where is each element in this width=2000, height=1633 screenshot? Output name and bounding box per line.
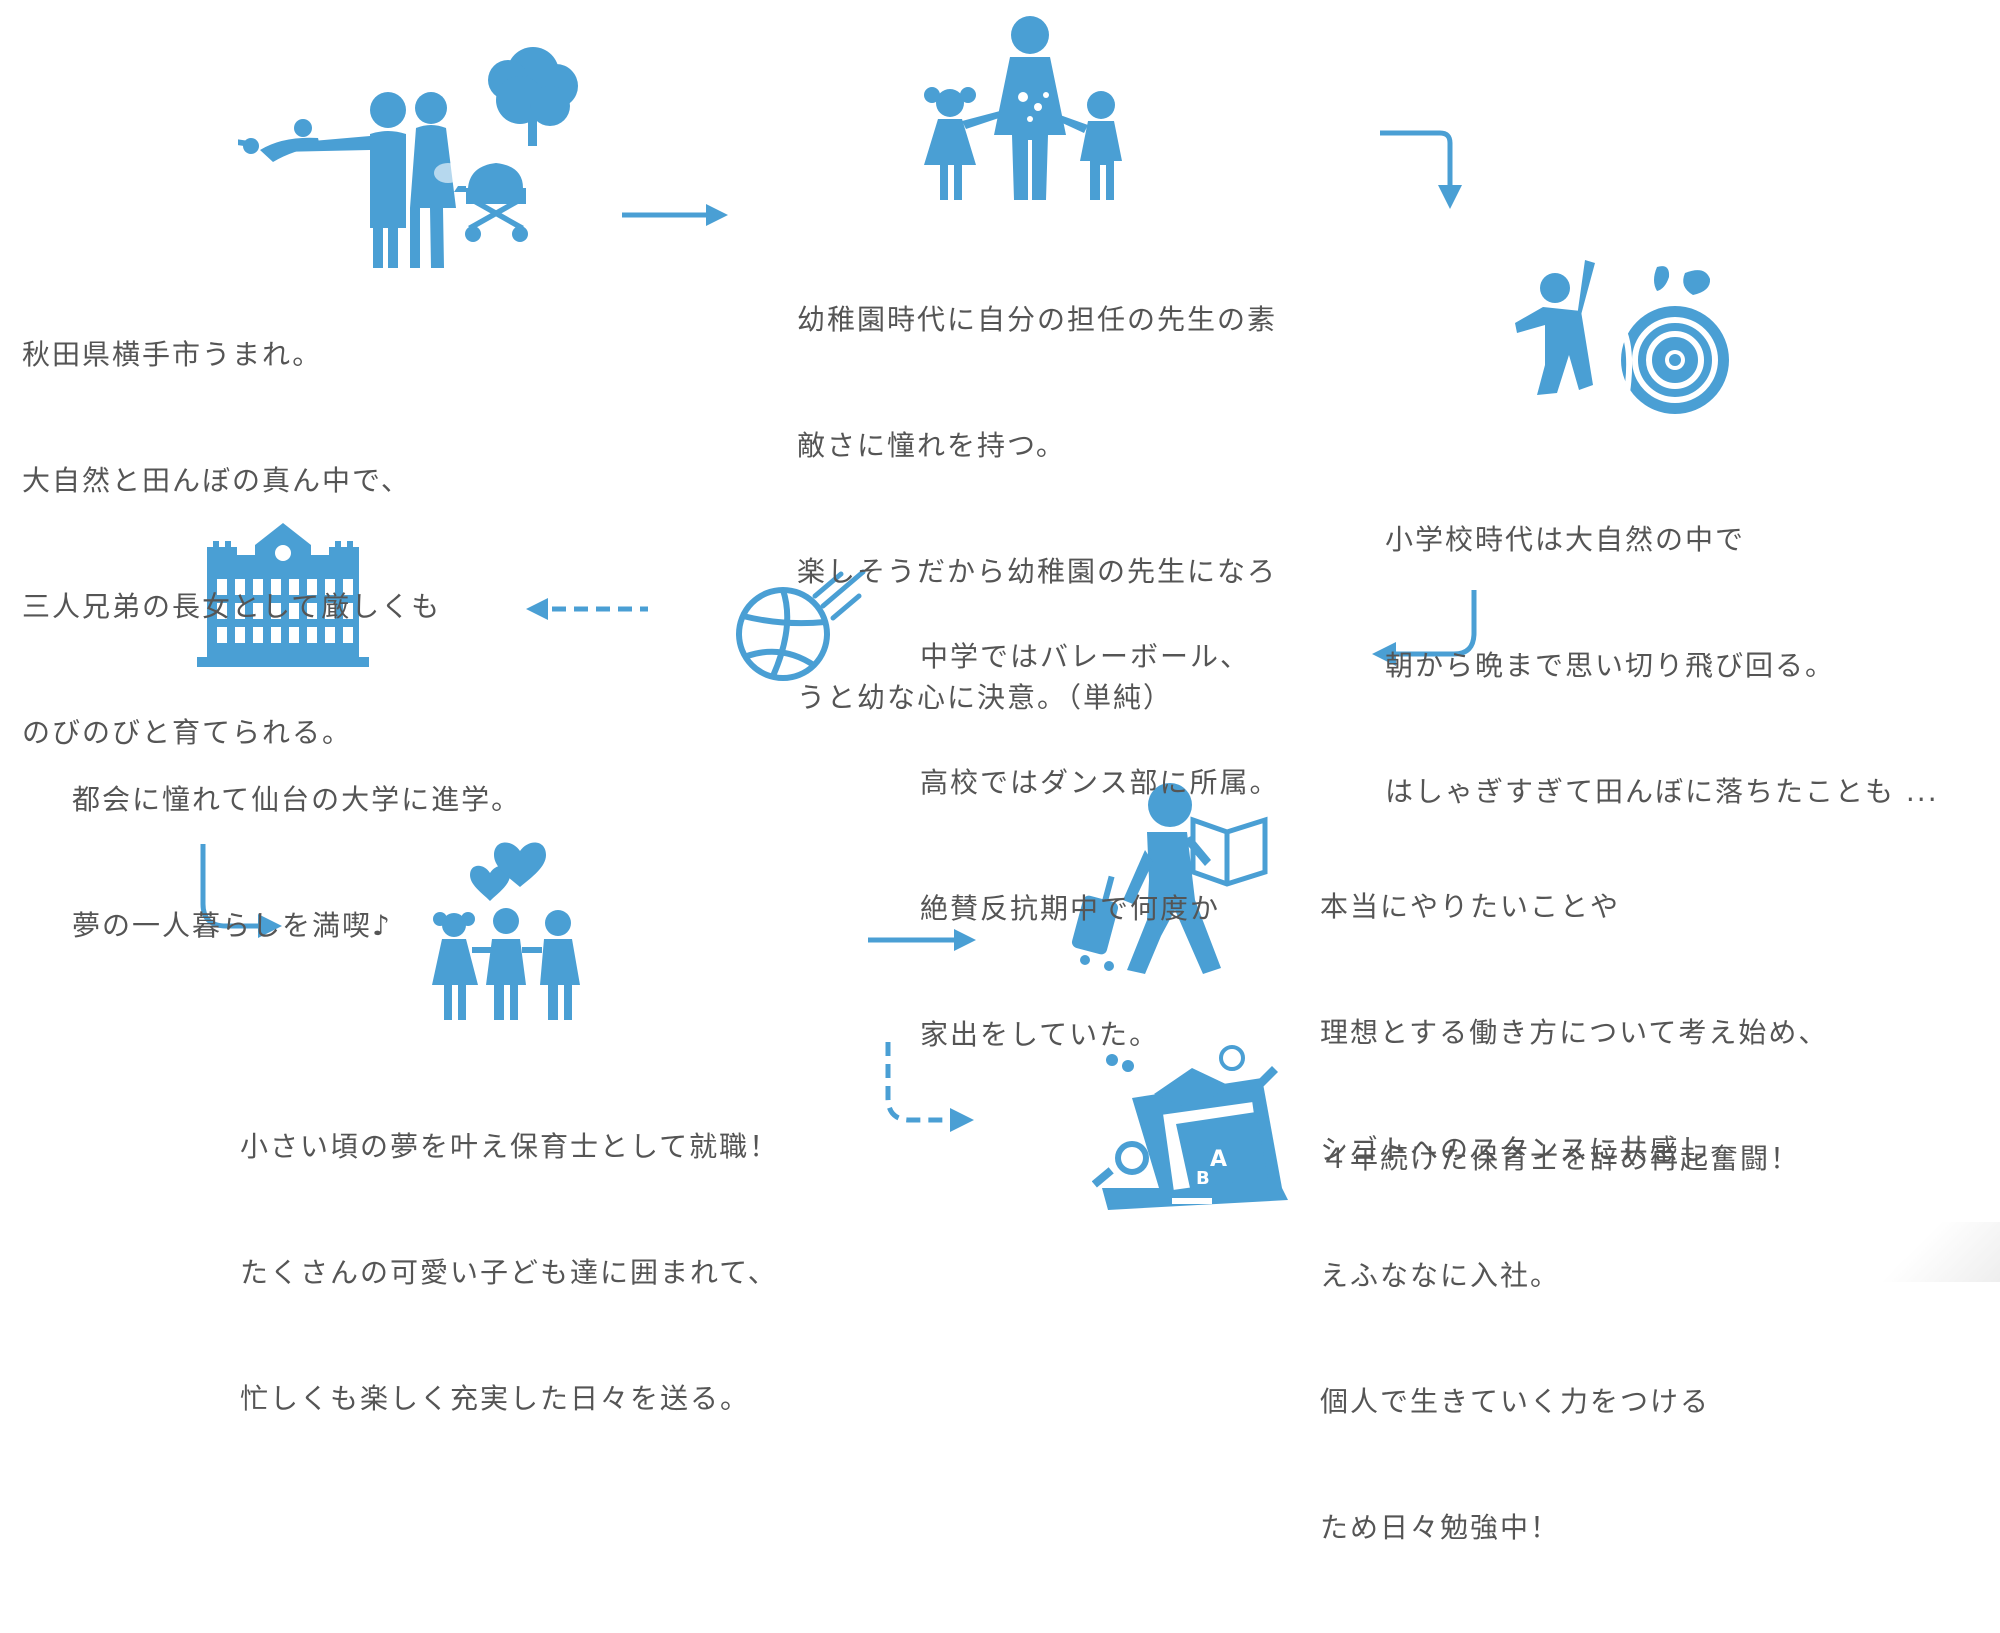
step-1-line: 大自然と田んぼの真ん中で、 <box>22 464 411 497</box>
university-building-icon <box>197 523 369 667</box>
arrow-step2-to-step3 <box>1380 130 1462 209</box>
volleyball-icon <box>736 569 866 681</box>
step-6-line: 忙しくも楽しく充実した日々を送る。 <box>240 1382 751 1415</box>
step-2-line: 敵さに憧れを持つ。 <box>797 429 1066 462</box>
arrow-step6-to-step8 <box>885 1042 974 1132</box>
step-4-line: 中学ではバレーボール、 <box>920 640 1251 673</box>
step-5-line: 都会に憧れて仙台の大学に進学。 <box>72 783 522 816</box>
svg-text:B: B <box>1196 1168 1210 1189</box>
child-playing-splash-icon <box>1515 260 1729 414</box>
step-4-text: 中学ではバレーボール、 高校ではダンス部に所属。 絶賛反抗期中で何度か 家出をし… <box>920 552 1279 1140</box>
step-5-text: 都会に憧れて仙台の大学に進学。 夢の一人暮らしを満喫♪ <box>72 695 521 1031</box>
step-3-line: はしゃぎすぎて田んぼに落ちたことも ... <box>1385 775 1939 808</box>
step-2-text: 幼稚園時代に自分の担任の先生の素 敵さに憧れを持つ。 楽しそうだから幼稚園の先生… <box>797 215 1277 803</box>
step-6-text: 小さい頃の夢を叶え保育士として就職！ たくさんの可愛い子ども達に囲まれて、 忙し… <box>240 1042 779 1504</box>
step-8-line: シゴトへのスタンスに共感し <box>1320 1133 1710 1166</box>
family-park-icon <box>238 47 578 268</box>
step-2-line: うと幼な心に決意。（単純） <box>797 681 1174 714</box>
step-7-line: 理想とする働き方について考え始め、 <box>1320 1016 1829 1049</box>
step-8-line: 個人で生きていく力をつける <box>1320 1385 1711 1418</box>
step-6-line: たくさんの可愛い子ども達に囲まれて、 <box>240 1256 778 1289</box>
arrow-step1-to-step2 <box>622 204 728 226</box>
step-4-line: 高校ではダンス部に所属。 <box>920 766 1280 799</box>
arrow-step4-to-step5 <box>526 598 648 620</box>
step-1-text: 秋田県横手市うまれ。 大自然と田んぼの真ん中で、 三人兄弟の長女として厳しくも … <box>22 250 441 838</box>
step-6-line: 小さい頃の夢を叶え保育士として就職！ <box>240 1130 780 1163</box>
laptop-learning-icon: A B <box>1092 1045 1288 1210</box>
page-corner-shade <box>1820 1222 2000 1282</box>
traveler-book-icon <box>1071 783 1268 974</box>
step-3-text: 小学校時代は大自然の中で 朝から晩まで思い切り飛び回る。 はしゃぎすぎて田んぼに… <box>1385 435 1939 897</box>
step-1-line: 三人兄弟の長女として厳しくも <box>22 590 442 623</box>
step-8-line: えふななに入社。 <box>1320 1259 1561 1292</box>
step-2-line: 幼稚園時代に自分の担任の先生の素 <box>797 303 1278 336</box>
children-hearts-icon <box>432 842 580 1020</box>
step-4-line: 絶賛反抗期中で何度か <box>920 892 1221 925</box>
arrow-step5-to-step6 <box>200 844 282 938</box>
career-timeline-diagram: A B 秋田県横手市うまれ。 大自然と田んぼの真ん中で、 三人兄弟の長女として厳… <box>22 16 2000 1544</box>
step-3-line: 朝から晩まで思い切り飛び回る。 <box>1385 649 1836 682</box>
step-1-line: のびのびと育てられる。 <box>22 716 353 749</box>
arrow-step3-to-step4 <box>1372 590 1477 666</box>
step-2-line: 楽しそうだから幼稚園の先生になろ <box>797 555 1278 588</box>
step-7-line: ４年続けた保育士を辞め再起奮闘！ <box>1320 1142 1801 1175</box>
step-3-line: 小学校時代は大自然の中で <box>1385 523 1746 556</box>
step-5-line: 夢の一人暮らしを満喫♪ <box>72 909 392 942</box>
step-1-line: 秋田県横手市うまれ。 <box>22 338 323 371</box>
step-7-line: 本当にやりたいことや <box>1320 890 1621 923</box>
teacher-children-icon <box>924 16 1122 200</box>
step-4-line: 家出をしていた。 <box>920 1018 1160 1051</box>
svg-text:A: A <box>1210 1147 1227 1172</box>
arrow-step6-to-step7 <box>868 929 976 951</box>
step-8-text: シゴトへのスタンスに共感し えふななに入社。 個人で生きていく力をつける ため日… <box>1320 1045 1710 1633</box>
step-8-line: ため日々勉強中！ <box>1320 1511 1561 1544</box>
step-7-text: 本当にやりたいことや 理想とする働き方について考え始め、 ４年続けた保育士を辞め… <box>1320 802 1828 1264</box>
